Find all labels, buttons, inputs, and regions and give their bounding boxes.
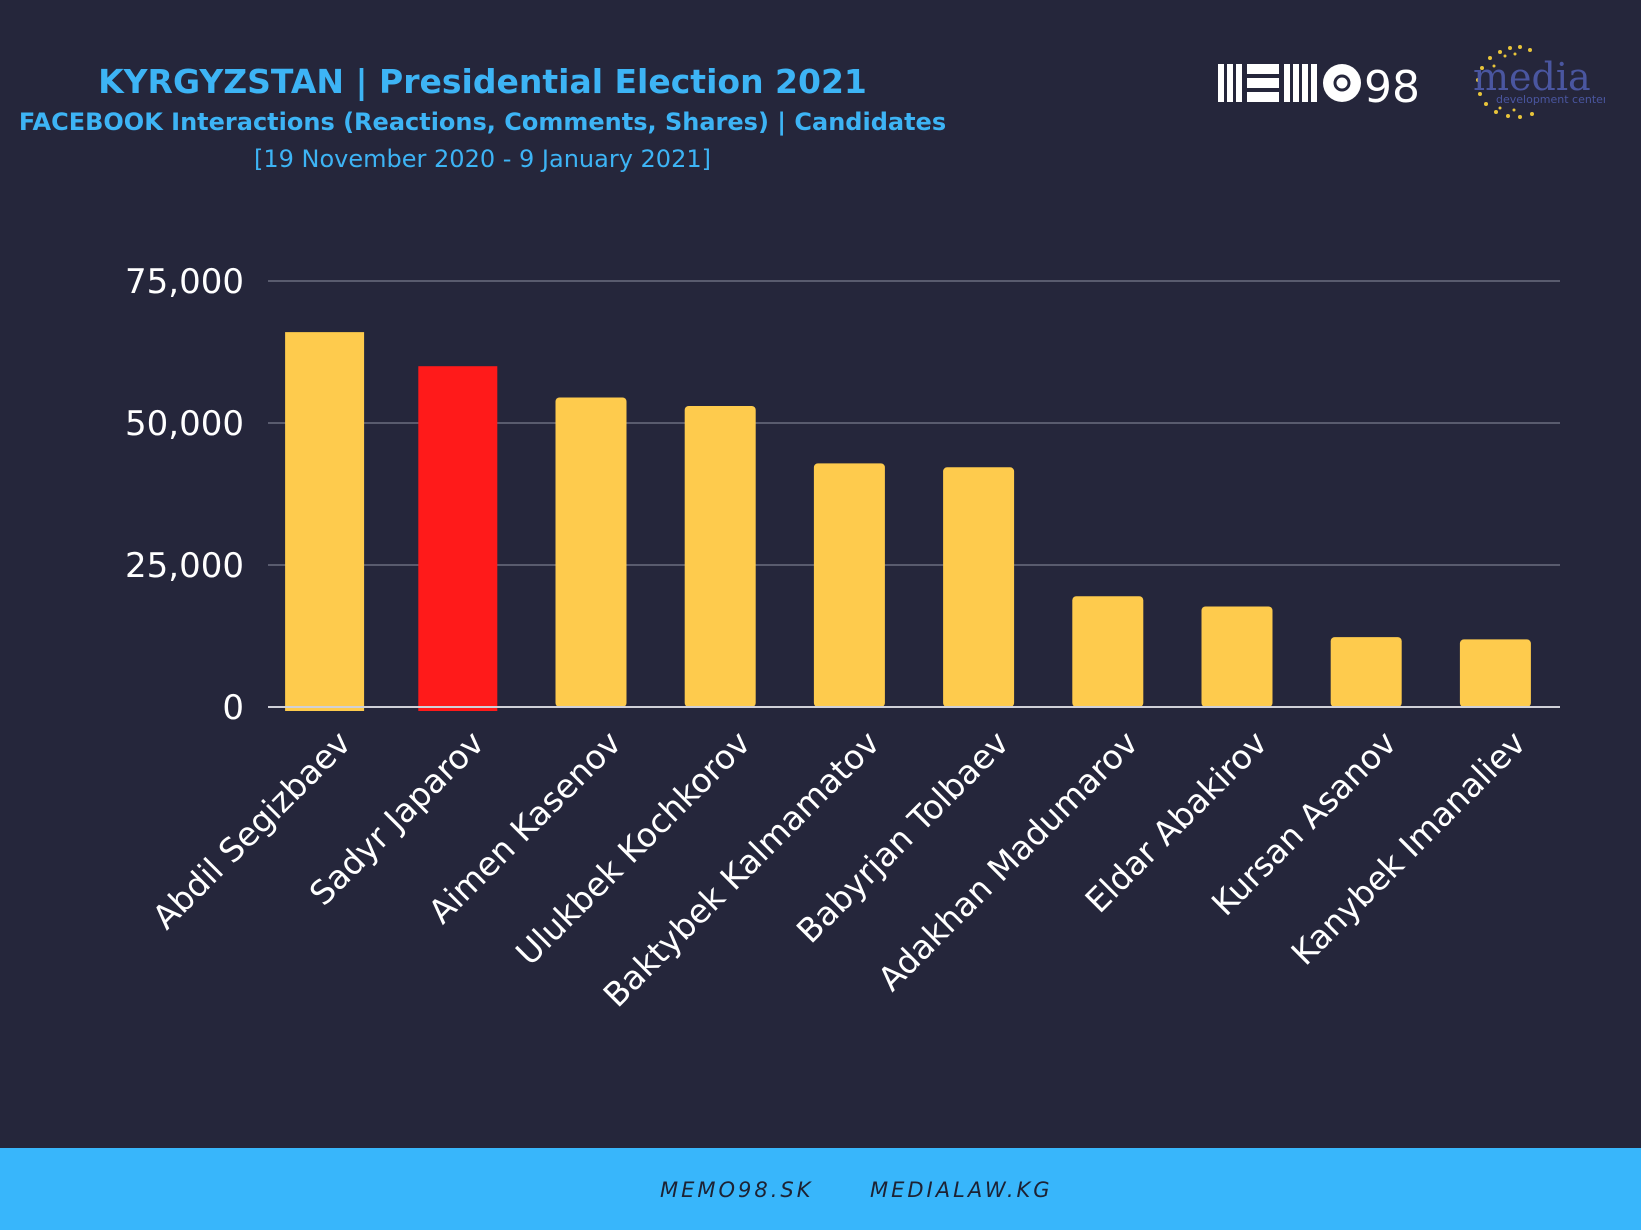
x-tick-label: Kanybek Imanaliev [1283, 723, 1533, 973]
media-development-center-logo: media development center [1470, 44, 1608, 129]
svg-text:development center: development center [1496, 93, 1605, 106]
chart-title: KYRGYZSTAN | Presidential Election 2021 [98, 62, 867, 101]
bar-babyrjan-tolbaev [943, 467, 1015, 707]
bar-sadyr-japarov [418, 366, 498, 711]
bar-kursan-asanov [1330, 637, 1402, 707]
bar-aimen-kasenov [555, 397, 627, 707]
x-tick-label: Adakhan Madumarov [870, 723, 1145, 998]
y-tick-label: 75,000 [125, 262, 244, 302]
bar-adakhan-madumarov [1072, 596, 1144, 707]
y-tick-label: 0 [222, 688, 244, 728]
footer-link-medialaw[interactable]: MEDIALAW.KG [870, 1178, 1053, 1202]
footer-link-memo98[interactable]: MEMO98.SK [660, 1178, 814, 1202]
bar-baktybek-kalmamatov [813, 463, 885, 707]
bars [285, 332, 1531, 711]
x-tick-label: Babyrjan Tolbaev [789, 723, 1016, 950]
bar-abdil-segizbaev [285, 332, 365, 711]
y-axis-ticks: 0 25,000 50,000 75,000 [125, 262, 244, 728]
chart-subtitle: FACEBOOK Interactions (Reactions, Commen… [18, 108, 947, 136]
memo98-logo: 98 [1218, 62, 1433, 113]
y-tick-label: 50,000 [125, 404, 244, 444]
bar-kanybek-imanaliev [1459, 639, 1531, 707]
date-range: [19 November 2020 - 9 January 2021] [254, 145, 711, 173]
x-tick-label: Ulukbek Kochkorov [508, 723, 758, 973]
bar-ulukbek-kochkorov [684, 405, 756, 707]
svg-text:media: media [1473, 55, 1591, 99]
bar-eldar-abakirov [1201, 606, 1273, 707]
y-tick-label: 25,000 [125, 546, 244, 586]
footer-bar: MEMO98.SK MEDIALAW.KG [0, 1148, 1641, 1230]
bar-chart: 0 25,000 50,000 75,000 Abdil SegizbaevSadyr… [125, 262, 1560, 1015]
